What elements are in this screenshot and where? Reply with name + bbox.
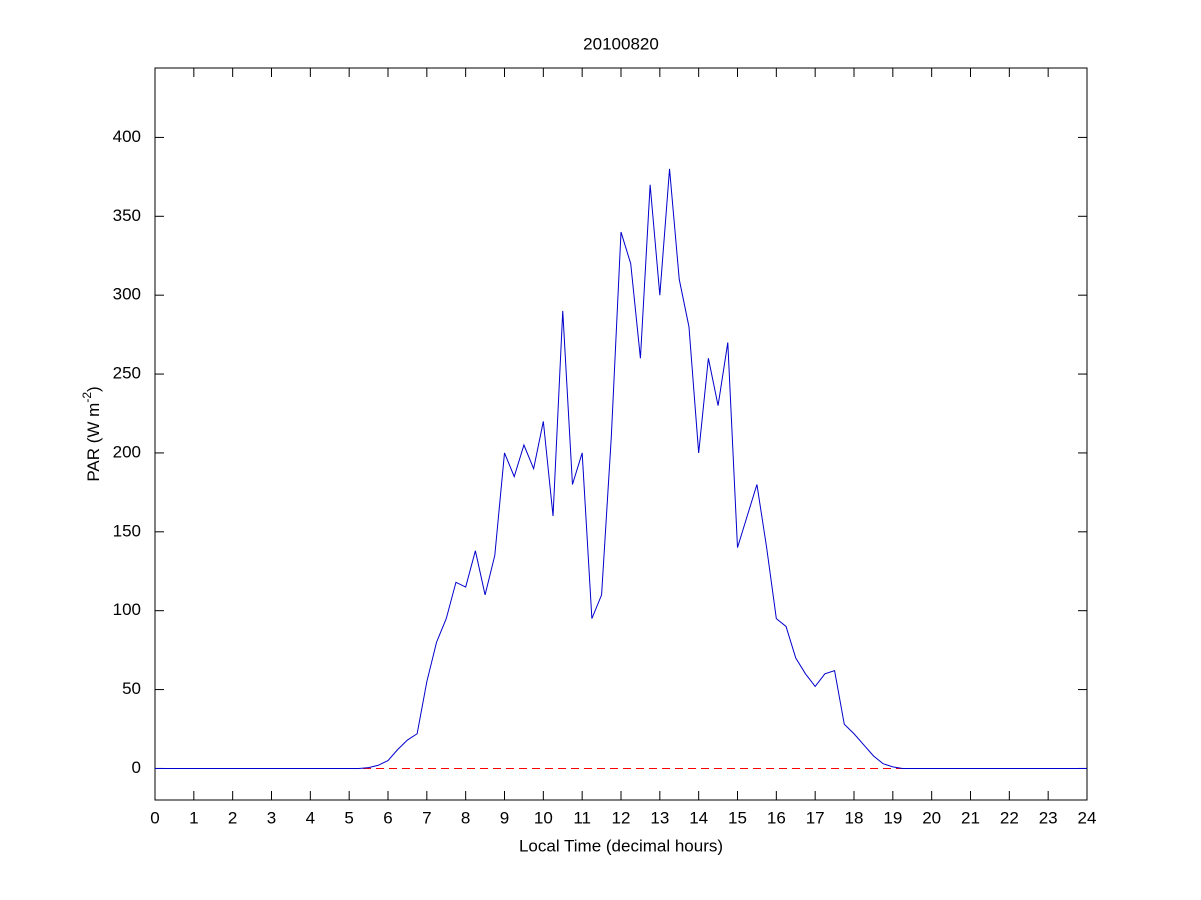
x-tick-label: 7 bbox=[422, 808, 431, 827]
y-tick-label: 200 bbox=[113, 442, 141, 461]
x-tick-label: 23 bbox=[1039, 808, 1058, 827]
x-tick-label: 18 bbox=[845, 808, 864, 827]
y-axis-label: PAR (W m-2) bbox=[80, 386, 103, 481]
y-label-text: PAR (W m bbox=[84, 403, 103, 482]
x-tick-label: 17 bbox=[806, 808, 825, 827]
x-tick-label: 6 bbox=[383, 808, 392, 827]
x-tick-label: 24 bbox=[1078, 808, 1097, 827]
x-tick-label: 20 bbox=[922, 808, 941, 827]
chart-title: 20100820 bbox=[583, 34, 659, 53]
x-tick-label: 4 bbox=[306, 808, 315, 827]
x-tick-label: 9 bbox=[500, 808, 509, 827]
x-tick-label: 0 bbox=[150, 808, 159, 827]
y-label-suffix: ) bbox=[84, 386, 103, 392]
x-tick-label: 16 bbox=[767, 808, 786, 827]
x-axis-label: Local Time (decimal hours) bbox=[519, 836, 723, 855]
x-tick-label: 19 bbox=[883, 808, 902, 827]
x-tick-label: 12 bbox=[612, 808, 631, 827]
y-tick-label: 150 bbox=[113, 521, 141, 540]
y-tick-label: 100 bbox=[113, 600, 141, 619]
y-tick-label: 0 bbox=[132, 758, 141, 777]
x-tick-label: 15 bbox=[728, 808, 747, 827]
x-tick-label: 13 bbox=[650, 808, 669, 827]
y-label-superscript: -2 bbox=[80, 392, 94, 403]
x-tick-label: 10 bbox=[534, 808, 553, 827]
x-tick-label: 1 bbox=[189, 808, 198, 827]
x-tick-label: 21 bbox=[961, 808, 980, 827]
y-tick-label: 400 bbox=[113, 127, 141, 146]
y-tick-label: 350 bbox=[113, 206, 141, 225]
x-tick-label: 22 bbox=[1000, 808, 1019, 827]
x-tick-label: 5 bbox=[344, 808, 353, 827]
x-tick-label: 14 bbox=[689, 808, 708, 827]
plot-area bbox=[154, 67, 1088, 801]
x-tick-label: 11 bbox=[573, 808, 591, 827]
data-line bbox=[155, 168, 1087, 769]
x-tick-label: 2 bbox=[228, 808, 237, 827]
x-tick-label: 8 bbox=[461, 808, 470, 827]
x-tick-label: 3 bbox=[267, 808, 276, 827]
y-tick-label: 50 bbox=[122, 679, 141, 698]
y-tick-label: 250 bbox=[113, 364, 141, 383]
y-tick-label: 300 bbox=[113, 285, 141, 304]
